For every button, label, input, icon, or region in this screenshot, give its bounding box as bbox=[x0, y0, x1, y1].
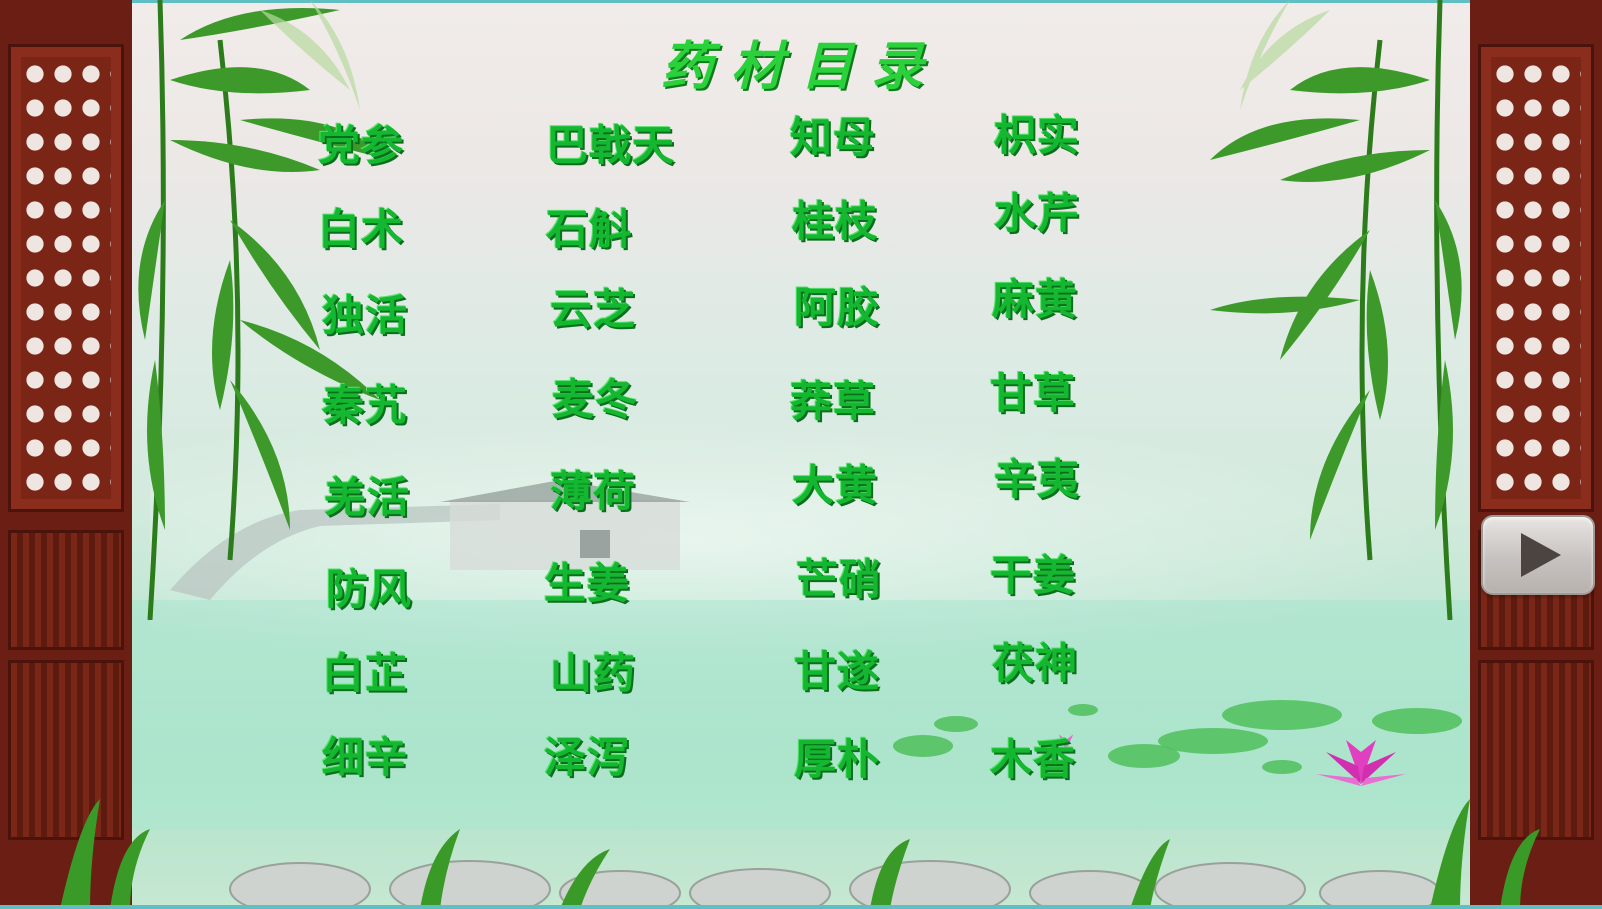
bamboo-left bbox=[138, 0, 390, 620]
lily-pad bbox=[893, 735, 953, 757]
herb-label[interactable]: 麻黄 bbox=[992, 275, 1079, 324]
herb-label[interactable]: 独活 bbox=[322, 291, 409, 340]
herb-label[interactable]: 党参 bbox=[318, 121, 405, 170]
herb-label[interactable]: 山药 bbox=[550, 649, 637, 698]
herb-label[interactable]: 羌活 bbox=[324, 473, 411, 522]
lily-pad bbox=[1068, 704, 1098, 716]
left-carved-panel bbox=[8, 660, 124, 840]
right-lattice-panel bbox=[1478, 44, 1594, 512]
right-carved-panel bbox=[1478, 660, 1594, 840]
herb-label[interactable]: 厚朴 bbox=[794, 735, 881, 784]
page-title: 药材目录 bbox=[660, 36, 941, 97]
herb-label[interactable]: 辛夷 bbox=[994, 455, 1081, 504]
herb-label[interactable]: 芒硝 bbox=[796, 555, 883, 604]
right-window-frame bbox=[1470, 0, 1602, 909]
lotus-bud bbox=[1058, 734, 1074, 751]
play-triangle-icon bbox=[1521, 533, 1561, 577]
left-lattice-panel bbox=[8, 44, 124, 512]
lotus-flower bbox=[1316, 740, 1406, 786]
herb-label[interactable]: 巴戟天 bbox=[546, 121, 676, 170]
herb-label[interactable]: 白术 bbox=[318, 205, 405, 254]
grass-rocks-foreground bbox=[60, 799, 1540, 909]
herb-label[interactable]: 白芷 bbox=[322, 649, 409, 698]
herb-label[interactable]: 秦艽 bbox=[322, 381, 409, 430]
herb-label[interactable]: 枳实 bbox=[994, 111, 1081, 160]
herb-label[interactable]: 桂枝 bbox=[792, 197, 879, 246]
left-carved-panel bbox=[8, 530, 124, 650]
herb-label[interactable]: 水芹 bbox=[994, 189, 1081, 238]
lily-pad bbox=[1372, 708, 1462, 734]
herb-label[interactable]: 茯神 bbox=[992, 639, 1079, 688]
herb-label[interactable]: 细辛 bbox=[322, 733, 409, 782]
herb-label[interactable]: 知母 bbox=[790, 113, 877, 162]
herb-label[interactable]: 大黄 bbox=[792, 461, 879, 510]
herb-label[interactable]: 防风 bbox=[326, 565, 413, 614]
bottom-border bbox=[0, 905, 1602, 909]
herb-label[interactable]: 干姜 bbox=[990, 551, 1077, 600]
lily-pad bbox=[934, 716, 978, 732]
herb-label[interactable]: 莽草 bbox=[790, 377, 877, 426]
lily-pad bbox=[1262, 760, 1302, 774]
left-window-frame bbox=[0, 0, 132, 909]
herb-label[interactable]: 阿胶 bbox=[794, 283, 881, 332]
bridge-scenery bbox=[170, 480, 690, 600]
top-border bbox=[0, 0, 1602, 3]
herb-label[interactable]: 泽泻 bbox=[544, 733, 631, 782]
herb-label[interactable]: 石斛 bbox=[546, 205, 633, 254]
next-slide-button[interactable] bbox=[1481, 515, 1595, 595]
herb-label[interactable]: 生姜 bbox=[544, 559, 631, 608]
lily-pad bbox=[1222, 700, 1342, 730]
herb-label[interactable]: 甘草 bbox=[990, 369, 1077, 418]
herb-label[interactable]: 木香 bbox=[990, 735, 1077, 784]
herb-label[interactable]: 薄荷 bbox=[550, 467, 637, 516]
lily-pad bbox=[1158, 728, 1268, 754]
herb-label[interactable]: 麦冬 bbox=[552, 375, 639, 424]
herb-label[interactable]: 云芝 bbox=[550, 285, 637, 334]
bamboo-right bbox=[1210, 0, 1462, 620]
herb-label[interactable]: 甘遂 bbox=[794, 647, 881, 696]
